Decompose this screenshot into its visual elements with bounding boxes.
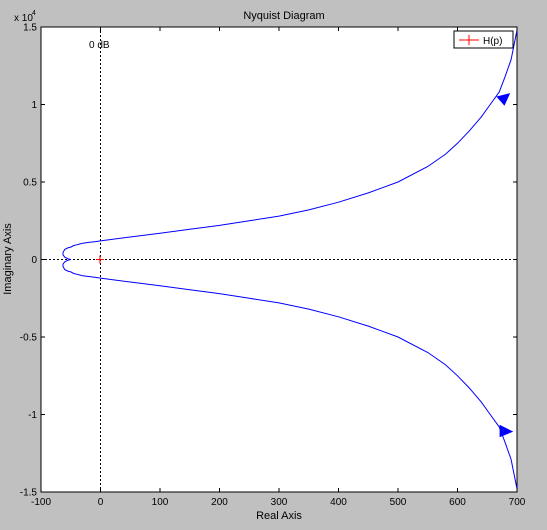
x-tick-label: -100 <box>31 497 51 508</box>
y-exponent-power: 4 <box>32 10 36 17</box>
y-tick-label: 0 <box>31 255 37 266</box>
x-tick-label: 500 <box>390 497 407 508</box>
y-tick-label: 1.5 <box>23 23 37 34</box>
x-tick-label: 200 <box>211 497 228 508</box>
y-tick-label: -1.5 <box>20 488 38 499</box>
x-tick-label: 600 <box>449 497 466 508</box>
y-exponent-label: x 10 <box>14 13 33 24</box>
chart-title: Nyquist Diagram <box>243 10 324 22</box>
legend-entry-label: H(p) <box>483 36 502 47</box>
x-tick-label: 700 <box>509 497 526 508</box>
direction-arrow-2 <box>499 424 514 438</box>
y-axis-label: Imaginary Axis <box>2 223 14 295</box>
nyquist-branch-positive <box>62 30 518 260</box>
x-tick-label: 300 <box>271 497 288 508</box>
critical-point-marker <box>95 255 104 264</box>
x-axis-label: Real Axis <box>256 510 302 522</box>
x-tick-label: 100 <box>152 497 169 508</box>
direction-arrows <box>496 93 514 438</box>
series-layer <box>62 30 518 489</box>
y-tick-label: 0.5 <box>23 178 37 189</box>
axis-ticks: -100 0 100 200 300 400 500 600 700 -1.5 -1 -0.5 0 0.5… <box>20 23 526 509</box>
y-tick-label: -0.5 <box>20 333 38 344</box>
direction-arrow-1 <box>496 93 511 106</box>
zero-db-label: 0 dB <box>89 40 110 51</box>
legend: H(p) <box>453 30 514 49</box>
y-tick-label: 1 <box>31 100 37 111</box>
x-tick-label: 0 <box>98 497 104 508</box>
y-tick-label: -1 <box>28 410 37 421</box>
nyquist-branch-negative <box>62 259 518 489</box>
x-tick-label: 400 <box>330 497 347 508</box>
